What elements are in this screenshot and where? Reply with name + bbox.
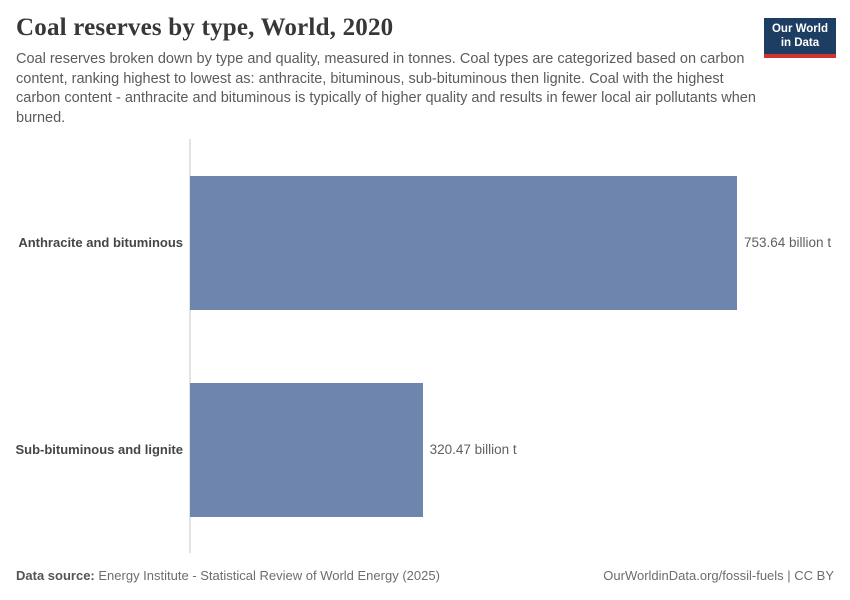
bar [190,175,737,310]
data-source-label: Data source: [16,568,95,583]
owid-logo-line2: in Data [780,36,820,49]
chart-subtitle: Coal reserves broken down by type and qu… [16,51,756,126]
bar [190,382,423,517]
bar-row: Anthracite and bituminous 753.64 billion … [0,139,850,346]
value-label: 320.47 billion t [429,442,517,457]
bar-chart: Anthracite and bituminous 753.64 billion … [0,139,850,553]
attribution-license-text: OurWorldinData.org/fossil-fuels | CC BY [603,568,834,583]
category-label: Anthracite and bituminous [18,235,183,250]
category-label: Sub-bituminous and lignite [15,442,183,457]
y-axis-line [189,139,191,553]
bar-row: Sub-bituminous and lignite 320.47 billion… [0,346,850,553]
data-source-note: Data source: Energy Institute - Statisti… [16,568,440,583]
value-label: 753.64 billion t [744,235,832,250]
data-source-text: Energy Institute - Statistical Review of… [98,568,440,583]
chart-title: Coal reserves by type, World, 2020 [16,14,394,41]
owid-logo-line1: Our World [771,23,828,35]
owid-logo: Our World in Data [763,18,836,58]
